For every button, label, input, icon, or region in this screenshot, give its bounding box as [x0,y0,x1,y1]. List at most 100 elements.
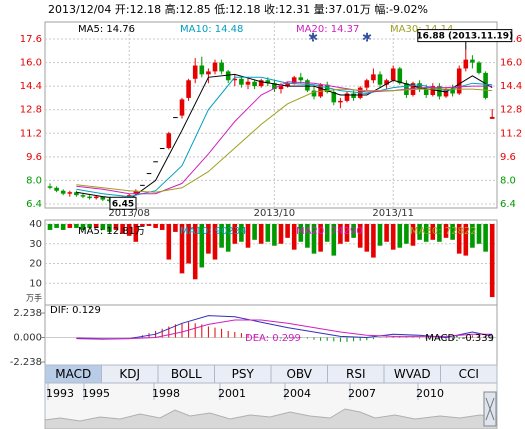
candle-body [272,83,277,90]
y-tick-label: 16.0 [20,58,42,69]
volume-bar [489,224,495,298]
volume-bar [179,224,185,274]
legend-entry: MA10: 14.48 [180,24,243,35]
indicator-line [76,81,493,195]
candle-body [212,62,218,72]
candle-body [430,86,436,95]
header-quote: 2013/12/04 开:12.18 高:12.85 低:12.18 收:12.… [48,2,428,16]
timeline-year: 2007 [348,387,376,400]
candle-body [232,78,238,81]
volume-bar [338,224,343,244]
volume-bar [430,224,436,240]
candle-body [54,187,59,191]
indicator-tab-label[interactable]: BOLL [171,367,202,381]
volume-bar [146,224,152,226]
volume-bar [298,224,304,242]
y-tick-label: 12.8 [20,105,42,116]
y-tick-label: 10 [29,278,42,289]
timeline-year: 2004 [283,387,311,400]
svg-text:✱: ✱ [362,31,372,45]
volume-bar [423,224,429,242]
candle-body [258,80,264,87]
volume-bar [153,224,158,228]
svg-text:✱: ✱ [308,31,318,45]
candle-body [245,81,251,85]
annotation-label: 6.45 [112,199,134,209]
candle-body [146,173,152,175]
candle-body [252,81,257,87]
volume-bar [192,224,198,280]
annotation-box [417,29,513,43]
candle-body [298,77,304,81]
indicator-tab-label[interactable]: PSY [232,367,255,381]
volume-bar [133,224,139,242]
candle-body [338,100,343,103]
candle-body [384,80,389,85]
candle-body [87,196,92,199]
y2-tick-label: 12.8 [500,105,522,116]
timeline-year: 1995 [82,387,110,400]
legend-entry: MACD: -0.339 [425,333,494,344]
volume-bar [239,224,244,242]
legend-entry: MA20: 14.37 [296,24,359,35]
volume-bar [74,224,79,228]
volume-bar [371,224,376,258]
volume-bar [107,224,112,232]
volume-bar [483,224,488,252]
y2-tick-label: 14.4 [500,81,522,92]
candle-body [219,62,224,72]
timeline-handle-grip [485,397,495,421]
candle-body [239,78,244,85]
candle-body [443,89,449,97]
candle-body [285,83,290,87]
volume-bar [470,224,475,248]
candle-body [47,186,53,188]
y-tick-label: 14.4 [20,81,42,92]
volume-bar [219,224,224,248]
candle-body [456,68,462,94]
volume-bar [357,224,363,248]
indicator-tab-label[interactable]: CCI [459,367,479,381]
indicator-tab-label[interactable]: RSI [346,367,366,381]
x-tick-label: 2013/10 [254,208,296,219]
y-tick-label: 2.238 [13,308,42,319]
legend-entry: DIF: 0.129 [50,305,101,316]
candle-body [93,196,99,199]
candle-body [423,89,429,95]
y2-tick-label: 11.2 [500,128,522,139]
candle-body [377,74,383,85]
indicator-tab-label[interactable]: KDJ [119,367,140,381]
candle-body [470,59,475,63]
volume-bar [463,224,469,256]
volume-bar [140,224,145,226]
volume-bar [272,224,277,246]
volume-bar [443,224,449,238]
indicator-tab-label[interactable]: MACD [55,367,91,381]
candle-body [199,65,205,75]
volume-bar [47,224,53,230]
y-tick-label: 40 [29,219,42,230]
candle-body [159,148,165,150]
candle-body [311,90,317,97]
volume-bar [245,224,251,248]
indicator-tab-label[interactable]: WVAD [394,367,431,381]
timeline-year: 2010 [416,387,444,400]
volume-bar [291,224,297,250]
annotation-box [109,196,137,210]
y-tick-label: 30 [29,239,42,250]
volume-bar [252,224,257,240]
volume-bar [186,224,191,264]
candle-body [417,83,422,90]
volume-bar [476,224,482,244]
indicator-tab-label[interactable]: OBV [286,367,312,381]
price-panel [44,21,498,209]
candle-body [364,80,370,88]
volume-bar [258,224,264,244]
volume-bar [265,224,271,242]
legend-entry: MA10: 90234 [180,226,247,237]
y2-tick-label: 6.4 [500,199,516,210]
candle-body [265,80,271,84]
indicator-tab[interactable] [440,364,498,384]
volume-bar [305,224,310,248]
volume-bar [410,224,416,246]
